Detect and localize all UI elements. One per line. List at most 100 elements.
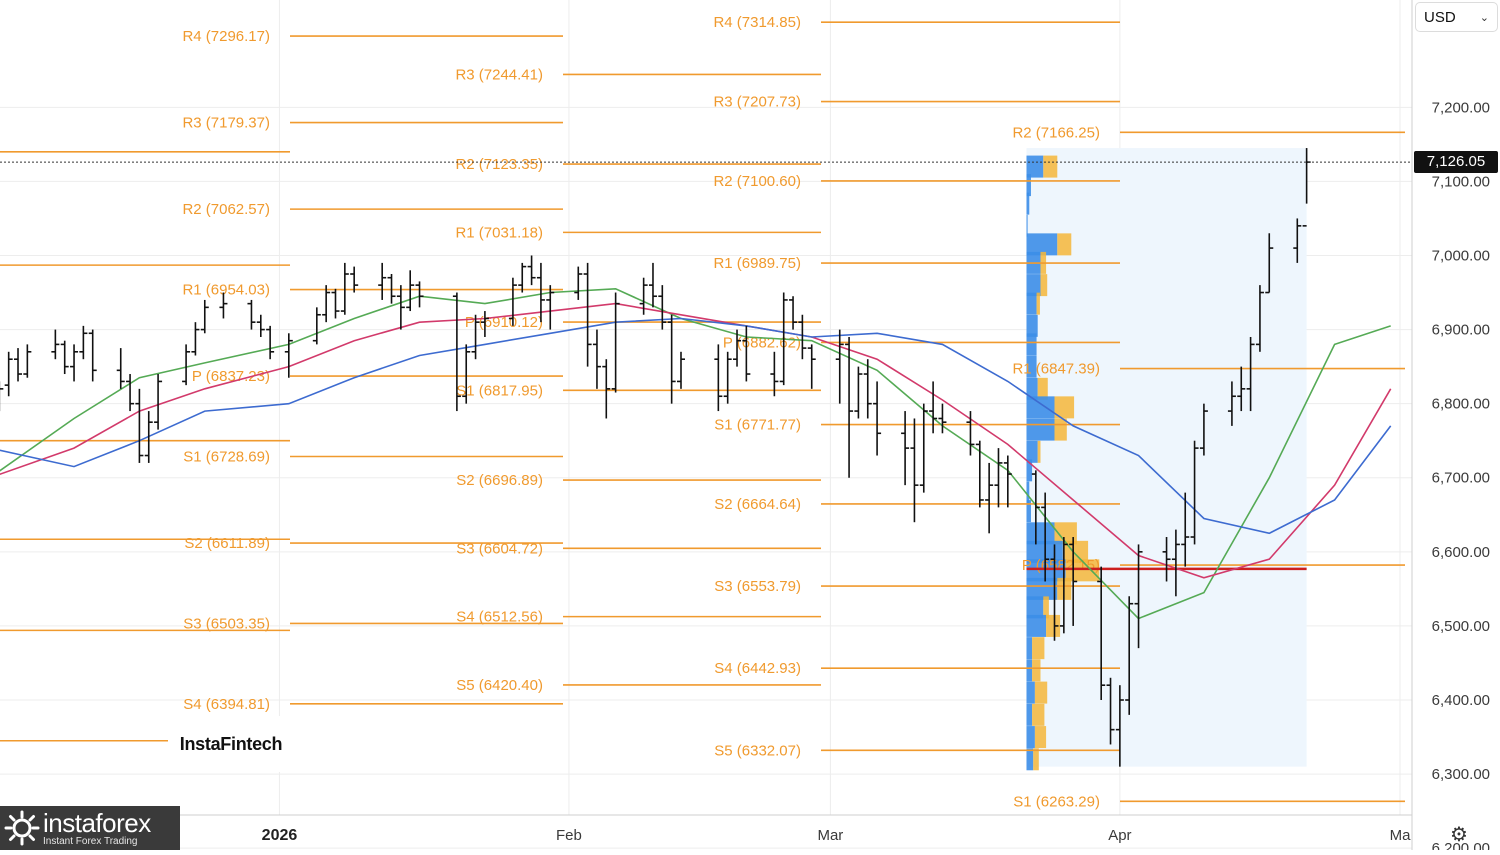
volume-bar-down — [1054, 418, 1067, 441]
ohlc-bar — [135, 388, 144, 463]
volume-bar-down — [1032, 703, 1045, 726]
volume-bar-up — [1026, 418, 1055, 441]
volume-bar-down — [1037, 440, 1041, 463]
ohlc-bar — [929, 381, 938, 434]
volume-bar-down — [1065, 559, 1100, 582]
volume-bar-up — [1026, 355, 1037, 378]
ohlc-bar — [200, 299, 209, 334]
volume-bar-up — [1026, 396, 1055, 419]
ohlc-bar — [602, 359, 611, 419]
pivot-label: R4 (7314.85) — [713, 14, 801, 31]
pivot-label: S1 (6263.29) — [1013, 793, 1100, 810]
ohlc-bar — [1003, 455, 1012, 508]
volume-bar-down — [1043, 155, 1058, 178]
pivot-label: R4 (7296.17) — [182, 28, 270, 45]
pivot-label: S3 (6604.72) — [456, 540, 543, 557]
volume-bar-up — [1026, 440, 1038, 463]
currency-selector[interactable]: USD ⌄ — [1415, 2, 1498, 32]
ohlc-bar — [480, 311, 489, 337]
ohlc-bar — [779, 292, 788, 386]
ohlc-bar — [863, 359, 872, 419]
ohlc-bar — [1097, 566, 1106, 701]
volume-bar-up — [1026, 292, 1037, 315]
instafintech-watermark: InstaFintech — [168, 716, 294, 772]
ohlc-bar — [1171, 529, 1180, 597]
volume-bar-up — [1026, 577, 1058, 600]
volume-bar-down — [1057, 233, 1072, 256]
logo-tagline: Instant Forex Trading — [43, 835, 138, 847]
y-tick-label: 7,000.00 — [1432, 247, 1490, 264]
volume-bar-up — [1026, 314, 1038, 337]
ohlc-bar — [1181, 492, 1190, 567]
ohlc-bar — [676, 351, 685, 389]
volume-bar-up — [1026, 596, 1044, 619]
volume-bar-up — [1026, 377, 1038, 400]
y-tick-label: 6,800.00 — [1432, 396, 1490, 413]
ohlc-bar — [51, 329, 60, 360]
ohlc-bar — [994, 448, 1003, 508]
volume-bar-down — [1046, 614, 1061, 637]
ohlc-bar — [154, 374, 163, 430]
ohlc-bar — [639, 277, 648, 315]
logo-brand: instaforex — [43, 807, 151, 838]
ohlc-bar — [88, 329, 97, 382]
pivot-label: P (6837.23) — [192, 368, 270, 385]
x-tick-label: Apr — [1108, 827, 1131, 844]
gear-icon[interactable]: ⚙ — [1450, 824, 1468, 846]
pivot-label: S1 (6817.95) — [456, 382, 543, 399]
volume-bar-up — [1026, 192, 1030, 215]
pivot-label: R1 (6954.03) — [182, 282, 270, 299]
pivot-label: S1 (6771.77) — [714, 417, 801, 434]
ohlc-bar — [845, 336, 854, 478]
ohlc-bar — [1190, 440, 1199, 545]
pivot-label: R1 (6847.39) — [1012, 361, 1100, 378]
volume-bar-up — [1026, 703, 1033, 726]
ohlc-bar — [901, 411, 910, 486]
ohlc-bar — [23, 344, 32, 378]
volume-bar-up — [1026, 522, 1055, 545]
volume-bar-up — [1026, 274, 1041, 297]
ohlc-bar — [910, 418, 919, 523]
volume-bar-down — [1054, 396, 1075, 419]
ohlc-bar — [0, 381, 4, 412]
ohlc-bar — [4, 351, 13, 397]
volume-bar-up — [1026, 726, 1035, 749]
ohlc-bar — [406, 270, 415, 312]
volume-bar-up — [1026, 174, 1031, 197]
ohlc-bar — [1293, 218, 1302, 263]
ohlc-bar — [1041, 492, 1050, 582]
ohlc-bar — [144, 411, 153, 463]
x-tick-label: 2026 — [262, 827, 298, 844]
ohlc-bar — [508, 277, 517, 326]
volume-bar-up — [1026, 155, 1044, 178]
ohlc-bar — [331, 288, 340, 319]
instaforex-logo: instaforex Instant Forex Trading — [0, 806, 180, 850]
volume-bar-up — [1026, 748, 1034, 771]
ohlc-bar — [1246, 336, 1255, 412]
volume-bar-down — [1043, 596, 1049, 619]
instaforex-mark-icon — [4, 810, 40, 846]
ohlc-bar — [807, 344, 816, 389]
pivot-label: S3 (6553.79) — [714, 578, 801, 595]
pivot-label: P (6582.15) — [1022, 557, 1100, 574]
pivot-label: R3 (7179.37) — [182, 115, 270, 132]
ohlc-bar — [182, 344, 191, 386]
ohlc-bar — [854, 366, 863, 419]
ohlc-bar — [919, 403, 928, 493]
sma-mid-line — [0, 302, 1392, 579]
volume-bar-down — [1033, 748, 1039, 771]
ohlc-bar — [592, 329, 601, 389]
moving-averages — [0, 287, 1392, 620]
volume-bar-down — [1040, 274, 1048, 297]
volume-bar-up — [1026, 659, 1033, 682]
pivot-label: S3 (6503.35) — [183, 615, 270, 632]
ohlc-bar — [835, 329, 844, 404]
ohlc-bar — [1050, 544, 1059, 641]
ohlc-bar — [648, 262, 657, 308]
y-tick-label: 7,100.00 — [1432, 173, 1490, 190]
ohlc-bar — [1237, 366, 1246, 412]
ohlc-bar — [462, 344, 471, 404]
chevron-down-icon: ⌄ — [1479, 11, 1489, 24]
